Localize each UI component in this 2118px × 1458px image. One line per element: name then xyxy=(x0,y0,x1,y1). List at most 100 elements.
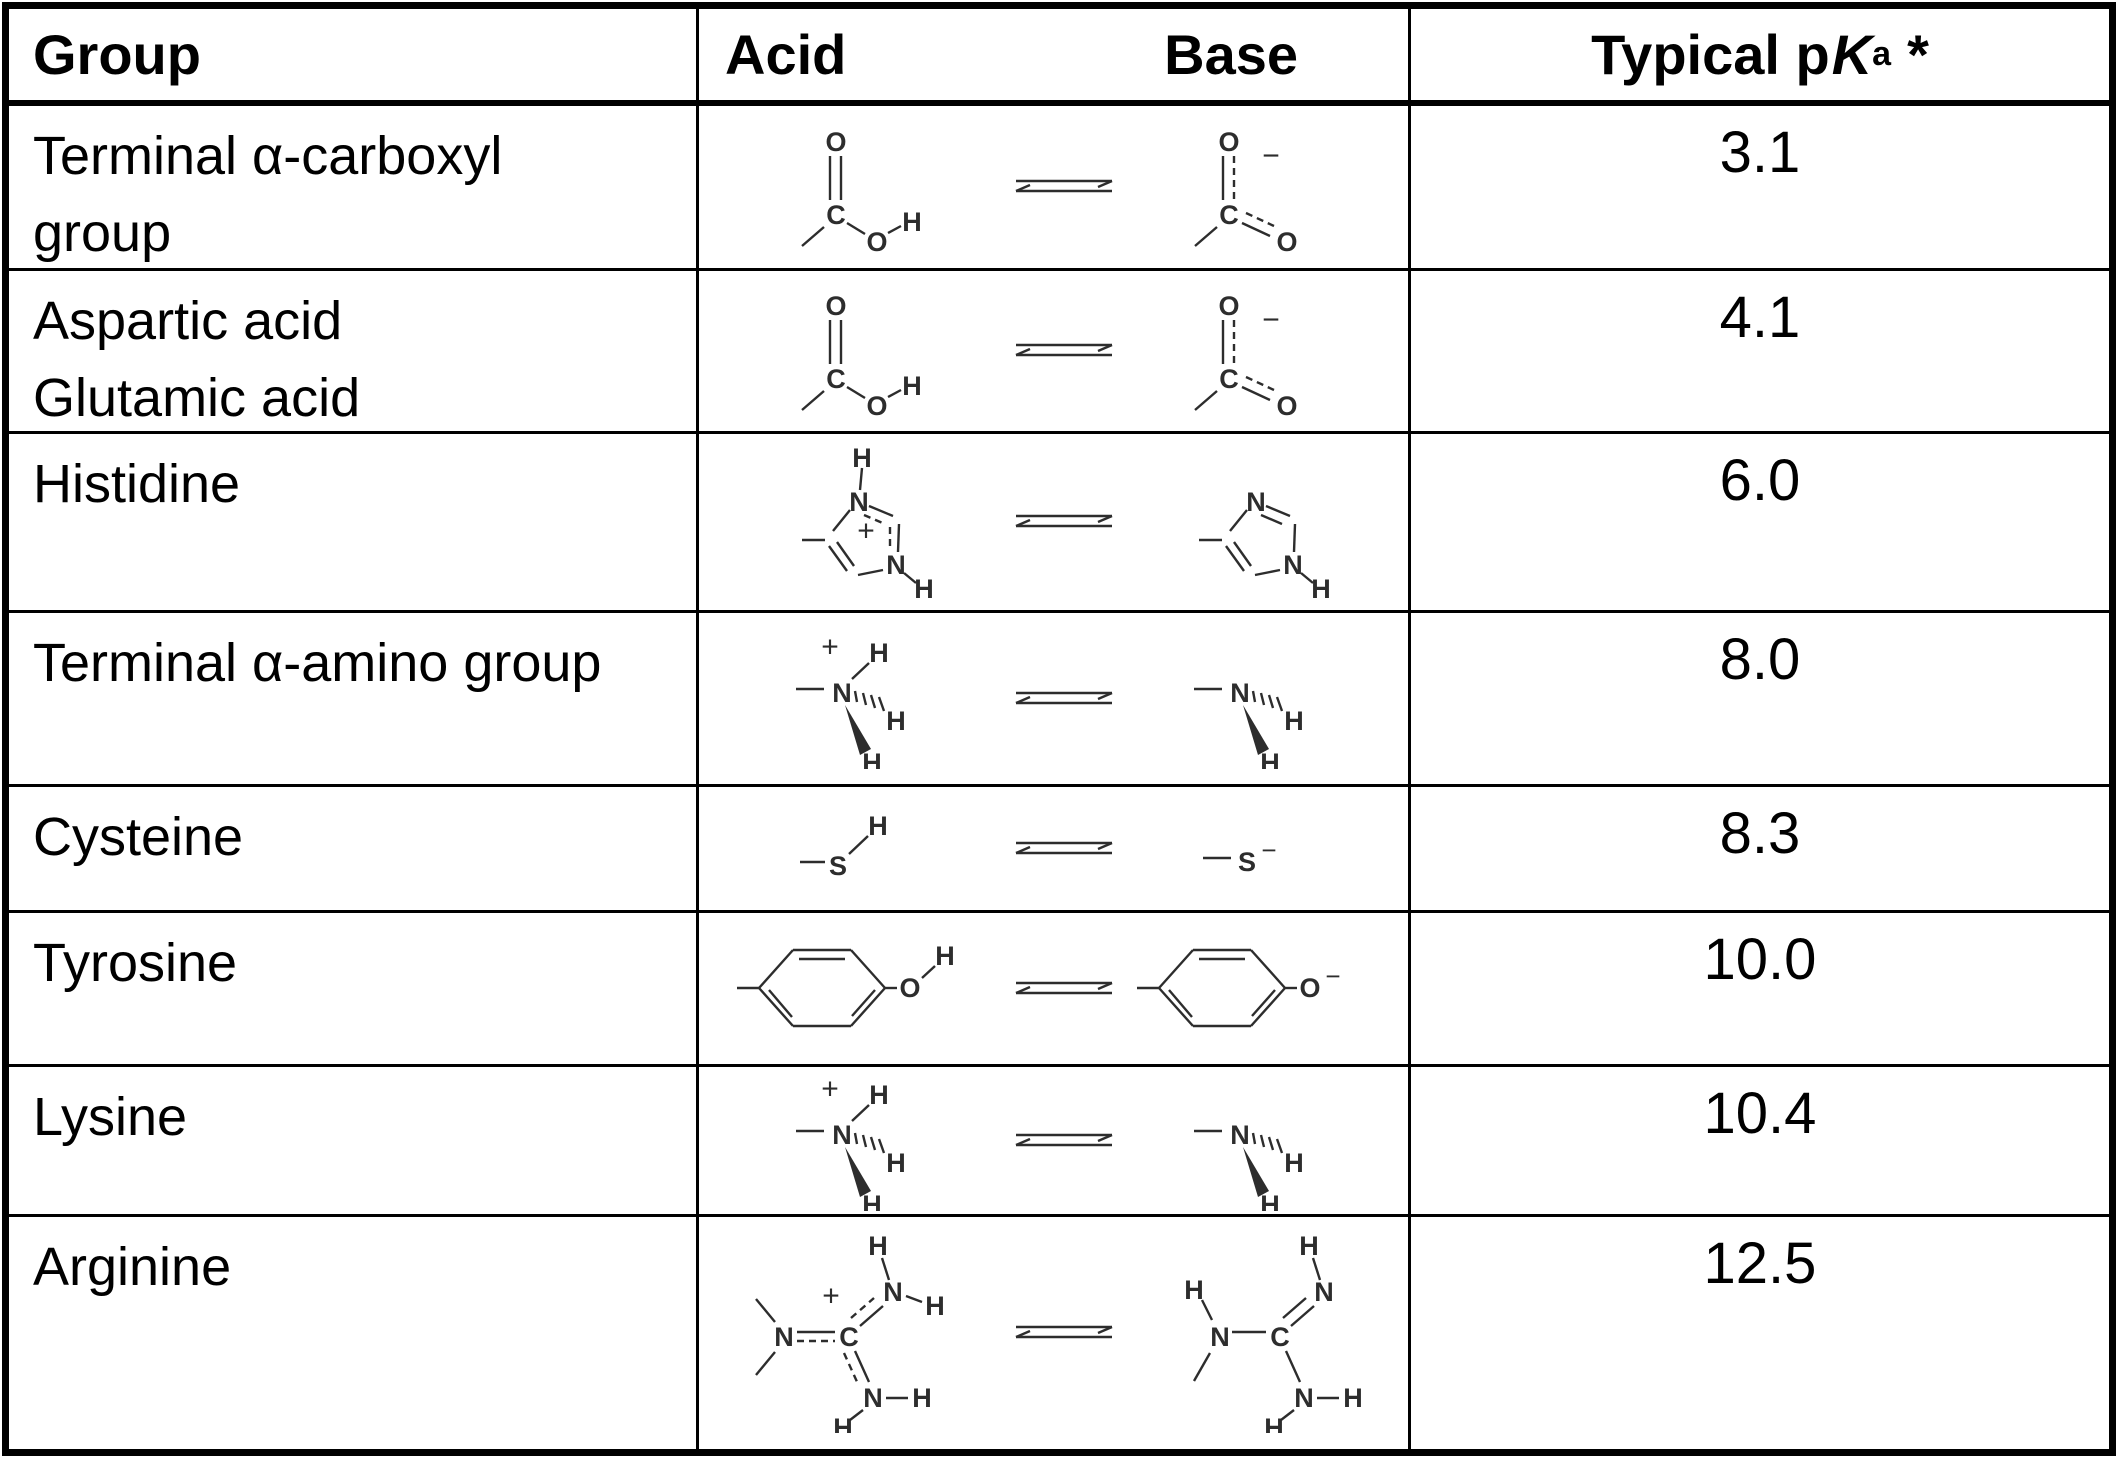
svg-text:−: − xyxy=(1325,961,1340,991)
svg-text:C: C xyxy=(1270,1322,1290,1352)
svg-text:N: N xyxy=(863,1383,883,1413)
svg-text:H: H xyxy=(1260,748,1280,769)
svg-text:N: N xyxy=(1246,487,1266,517)
group-cell: Tyrosine xyxy=(9,913,699,1067)
svg-text:H: H xyxy=(1311,574,1331,602)
svg-text:−: − xyxy=(1262,139,1280,172)
pka-value: 10.0 xyxy=(1703,927,1817,992)
svg-text:H: H xyxy=(1299,1233,1319,1261)
header-base-label: Base xyxy=(1164,23,1298,86)
svg-text:H: H xyxy=(912,1383,932,1413)
svg-text:H: H xyxy=(886,706,906,736)
group-cell: Cysteine xyxy=(9,787,699,913)
svg-text:O: O xyxy=(866,227,887,255)
svg-text:H: H xyxy=(869,638,889,668)
acid-structure: H N + N H xyxy=(699,442,999,602)
pka-cell: 8.3 xyxy=(1411,787,2109,913)
svg-text:O: O xyxy=(1276,391,1297,419)
group-label: Arginine xyxy=(33,1237,232,1297)
svg-text:N: N xyxy=(774,1322,794,1352)
group-cell: Aspartic acid Glutamic acid xyxy=(9,271,699,434)
acid-structure: + H N H H xyxy=(699,629,999,769)
pka-header-k: K xyxy=(1831,23,1873,86)
pka-value: 4.1 xyxy=(1719,285,1801,350)
svg-text:N: N xyxy=(883,1277,903,1307)
svg-text:N: N xyxy=(1294,1383,1314,1413)
svg-text:N: N xyxy=(1230,1120,1250,1150)
group-label: Histidine xyxy=(33,454,241,514)
base-structure: S − xyxy=(1129,806,1408,891)
svg-text:H: H xyxy=(886,1148,906,1178)
pka-value: 12.5 xyxy=(1703,1231,1817,1296)
svg-text:N: N xyxy=(832,678,852,708)
svg-text:O: O xyxy=(1299,973,1320,1003)
svg-text:C: C xyxy=(826,364,846,394)
group-cell: Arginine xyxy=(9,1217,699,1449)
svg-text:N: N xyxy=(1230,678,1250,708)
pka-cell: 4.1 xyxy=(1411,271,2109,434)
equilibrium-arrow-icon xyxy=(999,1320,1129,1346)
svg-text:N: N xyxy=(1210,1322,1230,1352)
svg-text:C: C xyxy=(839,1322,859,1352)
svg-text:H: H xyxy=(902,207,922,237)
equilibrium-arrow-icon xyxy=(999,836,1129,862)
svg-text:H: H xyxy=(868,811,888,841)
svg-text:H: H xyxy=(902,371,922,401)
svg-text:S: S xyxy=(828,851,846,881)
svg-text:O: O xyxy=(825,127,846,157)
svg-text:H: H xyxy=(1284,1148,1304,1178)
svg-text:+: + xyxy=(822,1280,840,1313)
group-label: Lysine xyxy=(33,1087,188,1147)
svg-text:N: N xyxy=(1283,550,1303,580)
pka-cell: 8.0 xyxy=(1411,613,2109,787)
base-structure: O − C O xyxy=(1129,284,1408,419)
group-cell: Lysine xyxy=(9,1067,699,1217)
svg-text:N: N xyxy=(849,487,869,517)
svg-text:C: C xyxy=(1219,200,1239,230)
header-group-label: Group xyxy=(33,23,201,86)
pka-header-prefix: Typical p xyxy=(1591,23,1830,86)
svg-text:+: + xyxy=(821,630,839,663)
group-label-line2: group xyxy=(33,202,172,263)
pka-cell: 6.0 xyxy=(1411,434,2109,613)
svg-text:H: H xyxy=(1343,1383,1362,1413)
header-acid-base: Acid Base xyxy=(699,9,1411,106)
svg-text:−: − xyxy=(1261,835,1276,865)
group-label-line2: Glutamic acid xyxy=(33,367,361,428)
equilibrium-arrow-icon xyxy=(999,509,1129,535)
svg-text:H: H xyxy=(852,443,872,473)
svg-text:O: O xyxy=(1218,291,1239,321)
svg-text:O: O xyxy=(1218,127,1239,157)
base-structure: O − xyxy=(1129,926,1408,1051)
svg-text:H: H xyxy=(868,1233,888,1261)
pka-value: 10.4 xyxy=(1703,1081,1817,1146)
acid-structure: N C + N H H N H H xyxy=(699,1233,999,1433)
svg-text:H: H xyxy=(935,941,955,971)
svg-text:H: H xyxy=(914,574,934,602)
group-label: Cysteine xyxy=(33,807,244,867)
svg-text:H: H xyxy=(833,1413,853,1433)
svg-text:H: H xyxy=(1264,1413,1284,1433)
svg-text:O: O xyxy=(1276,227,1297,255)
svg-text:O: O xyxy=(866,391,887,419)
svg-text:H: H xyxy=(862,748,882,769)
svg-text:−: − xyxy=(1262,303,1280,336)
svg-text:H: H xyxy=(862,1190,882,1211)
svg-text:H: H xyxy=(1184,1275,1204,1305)
svg-text:H: H xyxy=(1260,1190,1280,1211)
pka-value: 3.1 xyxy=(1719,120,1801,185)
svg-text:+: + xyxy=(857,515,875,548)
group-label: Terminal α-amino group xyxy=(33,633,602,693)
svg-text:N: N xyxy=(1314,1277,1334,1307)
equilibrium-arrow-icon xyxy=(999,174,1129,200)
